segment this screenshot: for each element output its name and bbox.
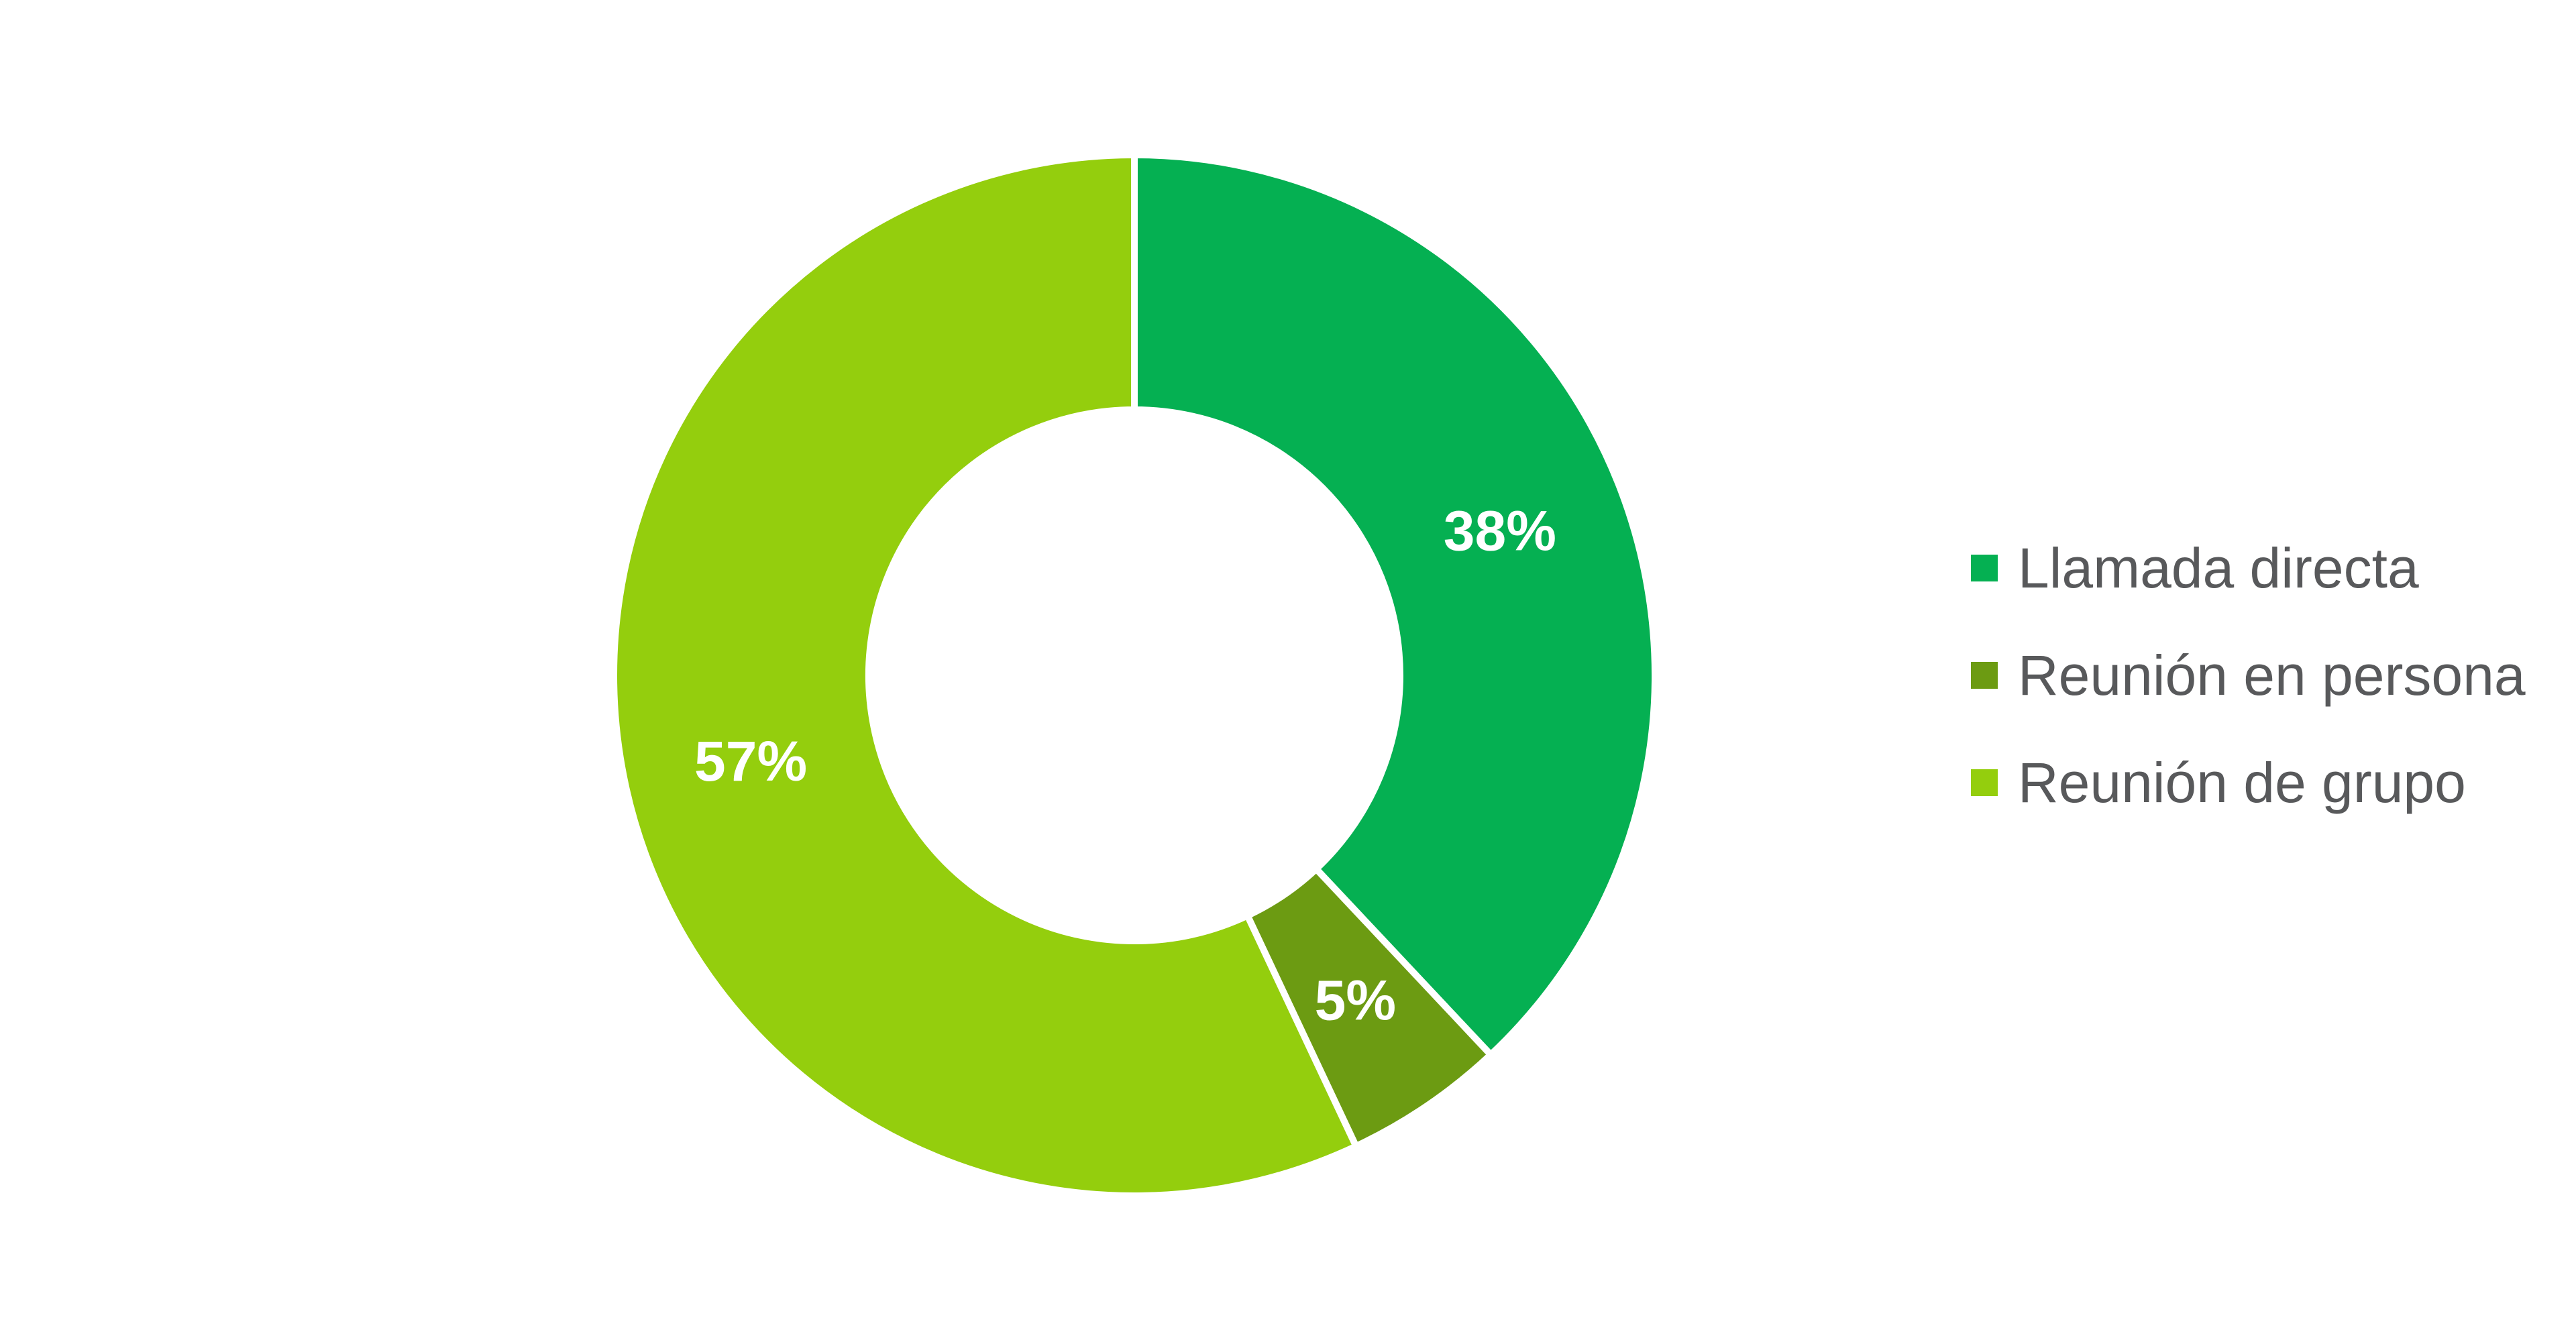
chart-legend: Llamada directa Reunión en persona Reuni… bbox=[1971, 514, 2526, 836]
legend-item-reunion-en-persona: Reunión en persona bbox=[1971, 622, 2526, 729]
slice-data-label-0: 38% bbox=[1444, 499, 1556, 562]
legend-item-llamada-directa: Llamada directa bbox=[1971, 514, 2526, 622]
legend-item-reunion-de-grupo: Reunión de grupo bbox=[1971, 729, 2526, 836]
legend-swatch-icon bbox=[1971, 769, 1998, 796]
legend-label: Reunión en persona bbox=[2018, 644, 2526, 707]
legend-label: Reunión de grupo bbox=[2018, 751, 2466, 814]
legend-swatch-icon bbox=[1971, 555, 1998, 581]
donut-slice-2 bbox=[610, 152, 1360, 1199]
legend-label: Llamada directa bbox=[2018, 537, 2419, 600]
legend-swatch-icon bbox=[1971, 662, 1998, 689]
slice-data-label-1: 5% bbox=[1315, 969, 1396, 1032]
slice-data-label-2: 57% bbox=[694, 730, 807, 793]
donut-slice-0 bbox=[1131, 152, 1658, 1058]
